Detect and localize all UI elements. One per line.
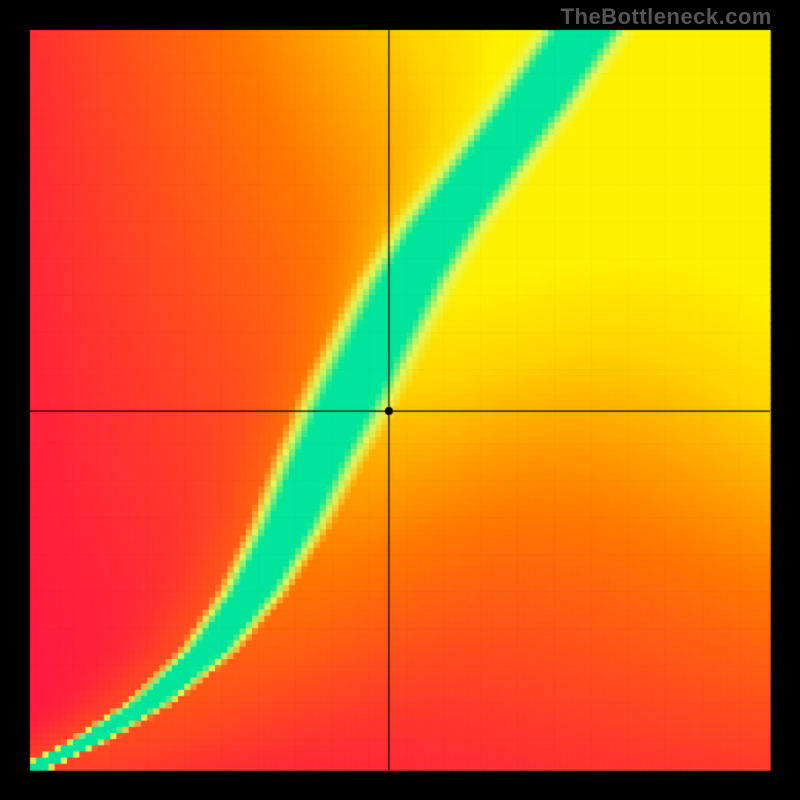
bottleneck-heatmap bbox=[0, 0, 800, 800]
chart-container: TheBottleneck.com bbox=[0, 0, 800, 800]
watermark-text: TheBottleneck.com bbox=[561, 4, 772, 30]
